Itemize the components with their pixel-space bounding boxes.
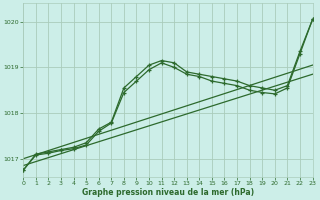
X-axis label: Graphe pression niveau de la mer (hPa): Graphe pression niveau de la mer (hPa) — [82, 188, 254, 197]
